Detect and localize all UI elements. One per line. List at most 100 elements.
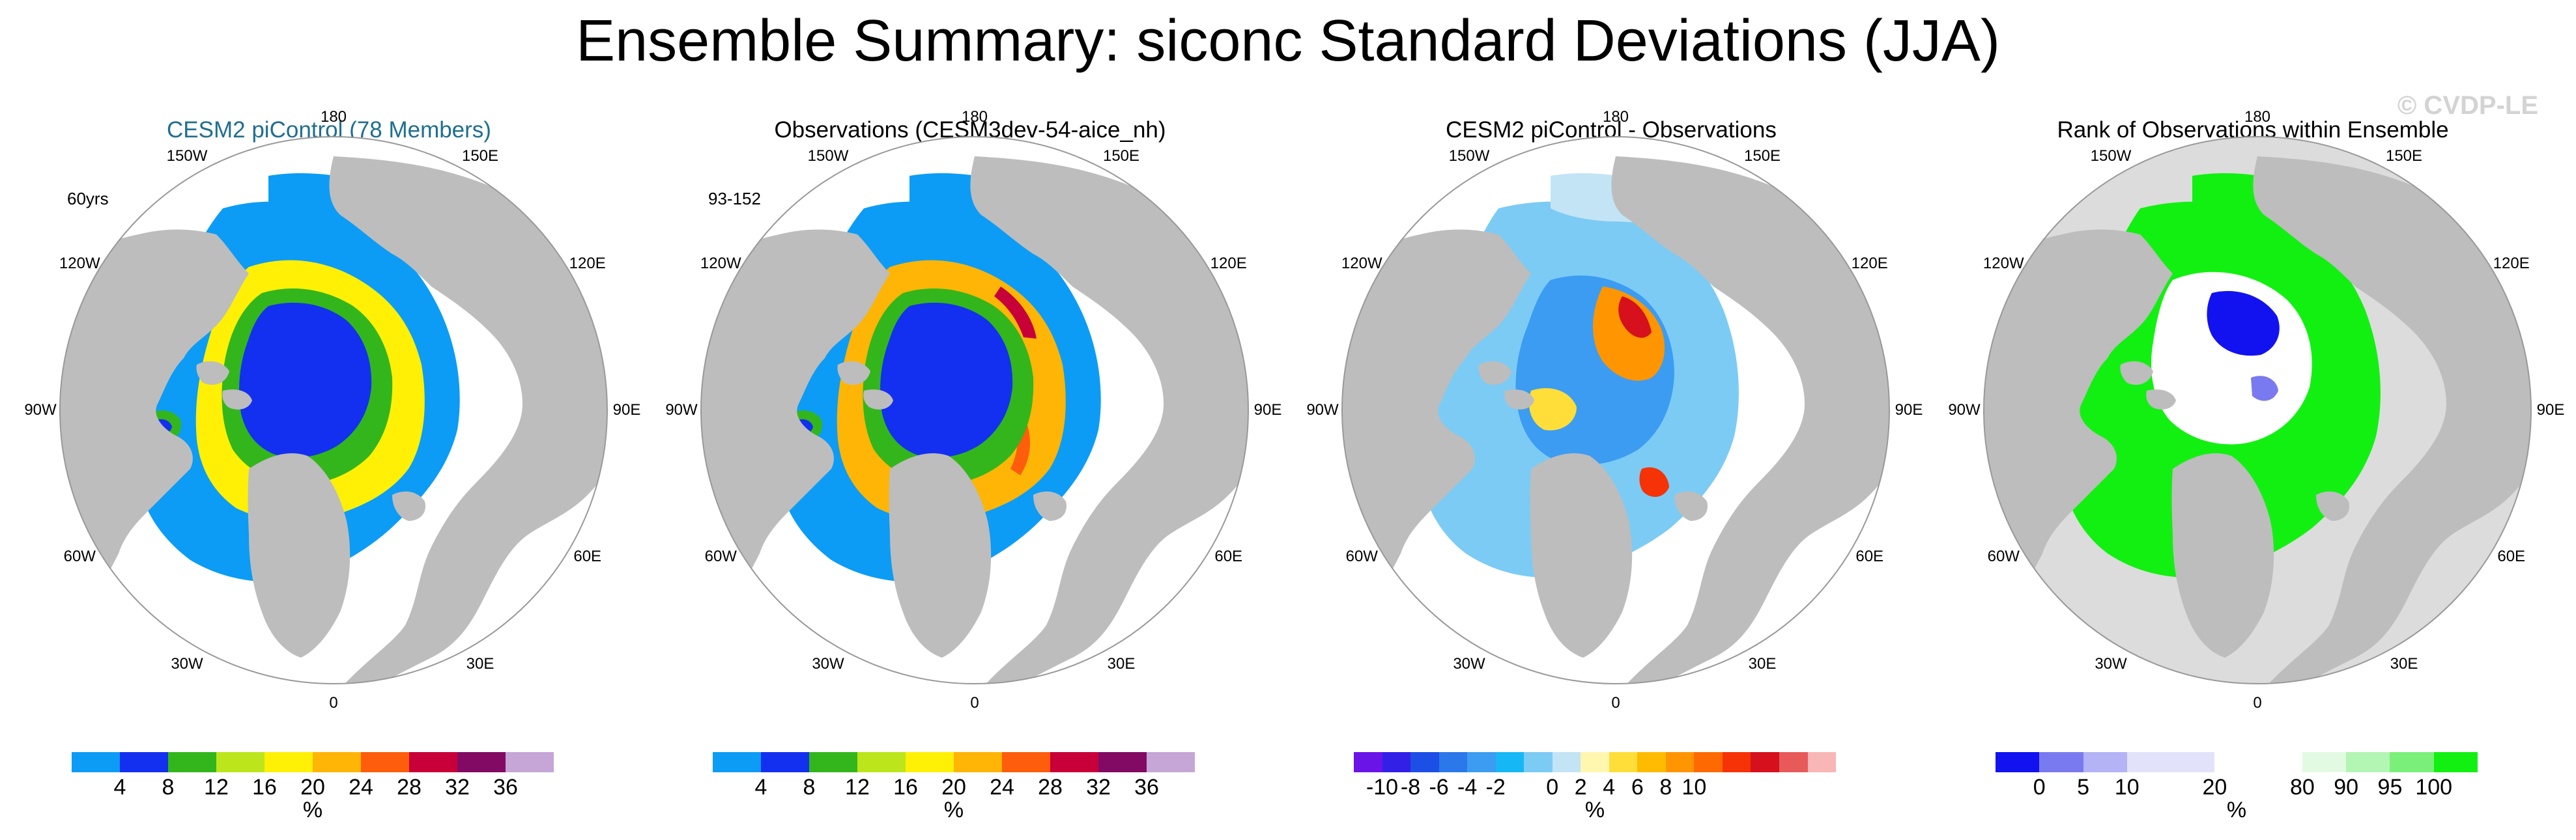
colorbar-swatch	[713, 752, 761, 772]
longitude-label: 90W	[24, 401, 57, 419]
colorbar-tick-label: 16	[893, 775, 918, 800]
colorbar-tick-label: 24	[990, 775, 1014, 800]
colorbar-swatch	[409, 752, 457, 772]
longitude-label: 30W	[171, 654, 203, 673]
longitude-label: 60W	[63, 548, 96, 565]
colorbar-units: %	[943, 798, 964, 822]
colorbar-swatch	[2346, 752, 2390, 772]
colorbar-swatch	[506, 752, 554, 772]
land-mass	[1984, 229, 2173, 625]
colorbar-swatch	[361, 752, 409, 772]
colorbar-swatch	[1694, 752, 1723, 772]
longitude-label: 150E	[1743, 147, 1781, 165]
stable-core	[880, 302, 1013, 458]
land-mass	[863, 389, 893, 410]
colorbar-tick-label: 10	[1682, 775, 1707, 800]
colorbar-tick-label: 20	[2202, 775, 2227, 800]
colorbar-tick-label: 2	[1574, 775, 1587, 800]
colorbar-tick-label: 12	[204, 775, 229, 800]
longitude-label: 150E	[2385, 147, 2423, 165]
longitude-label: 150W	[1448, 147, 1490, 165]
land-mass	[1478, 361, 1511, 385]
colorbar-swatch	[1410, 752, 1439, 772]
map-outline	[59, 136, 608, 684]
longitude-label: 150W	[2090, 147, 2132, 165]
colorbar-swatch	[1495, 752, 1524, 772]
colorbar-swatch	[1581, 752, 1609, 772]
longitude-label: 120E	[1210, 255, 1247, 272]
colorbar-tick-label: 32	[1086, 775, 1111, 800]
longitude-label: 60W	[1987, 548, 2020, 565]
colorbar-swatch	[2083, 752, 2127, 772]
polar-map	[1983, 136, 2532, 684]
watermark: © CVDP-LE	[2397, 91, 2538, 120]
land-mass	[196, 361, 229, 385]
colorbar-tick-label: 20	[941, 775, 966, 800]
polar-map	[1341, 136, 1890, 684]
colorbar-tick-label: 8	[1659, 775, 1672, 800]
longitude-label: 120E	[1851, 255, 1888, 272]
colorbar-swatch	[761, 752, 809, 772]
longitude-label: 180	[320, 108, 347, 126]
longitude-label: 30W	[2095, 654, 2127, 673]
longitude-label: 90E	[2536, 401, 2565, 419]
longitude-label: 60E	[573, 548, 602, 565]
land-mass	[1033, 491, 1066, 521]
longitude-label: 0	[329, 694, 338, 712]
colorbar-swatch	[1467, 752, 1496, 772]
map-panel: CESM2 piControl - Observations 180 150E 120…	[1302, 108, 1923, 840]
colorbar-swatch	[2258, 752, 2302, 772]
longitude-label: 90W	[1306, 401, 1339, 419]
colorbar-swatch	[857, 752, 906, 772]
longitude-label: 30E	[1107, 654, 1136, 673]
colorbar-tick-label: 0	[2033, 775, 2046, 800]
longitude-label: 60E	[1214, 548, 1243, 565]
longitude-label: 60W	[1345, 548, 1378, 565]
land-mass	[60, 229, 249, 625]
longitude-label: 120W	[1341, 255, 1382, 272]
land-mass	[2171, 453, 2274, 658]
longitude-label: 120W	[700, 255, 741, 272]
diff-positive-small	[1528, 388, 1577, 430]
colorbar-tick-label: 4	[754, 775, 767, 800]
colorbar-swatch	[1147, 752, 1195, 772]
rank-low	[2207, 290, 2280, 356]
longitude-label: 30E	[466, 654, 494, 673]
longitude-label: 180	[1602, 108, 1629, 126]
longitude-label: 90W	[1948, 401, 1981, 419]
colorbar-swatch	[954, 752, 1002, 772]
longitude-label: 30W	[812, 654, 844, 673]
colorbar	[1996, 752, 2478, 772]
colorbar-swatch	[1665, 752, 1695, 772]
colorbar-tick-label: 90	[2334, 775, 2359, 800]
colorbar-swatch	[809, 752, 857, 772]
colorbar-tick-label: -10	[1366, 775, 1399, 800]
colorbar-units: %	[2226, 798, 2247, 822]
diff-positive	[1593, 287, 1665, 381]
land-mass	[2316, 491, 2349, 521]
land-mass	[837, 361, 870, 385]
colorbar-swatch	[1354, 752, 1382, 772]
colorbar-swatch	[1552, 752, 1581, 772]
land-mass	[1611, 156, 1889, 684]
colorbar-tick-label: 32	[445, 775, 470, 800]
longitude-label: 180	[961, 108, 988, 126]
colorbar-tick-label: 28	[397, 775, 422, 800]
colorbar-tick-label: 36	[493, 775, 518, 800]
colorbar-units: %	[302, 798, 323, 822]
colorbar-swatch	[1524, 752, 1553, 772]
longitude-label: 180	[2244, 108, 2271, 126]
colorbar-swatch	[1996, 752, 2040, 772]
longitude-label: 90E	[1895, 401, 1923, 419]
longitude-label: 60W	[704, 548, 737, 565]
colorbar-swatch	[120, 752, 168, 772]
colorbar-swatch	[72, 752, 120, 772]
colorbar-tick-label: 28	[1038, 775, 1063, 800]
colorbar-tick-label: 24	[349, 775, 373, 800]
longitude-label: 150W	[807, 147, 849, 165]
rank-low-small	[2251, 376, 2278, 401]
polar-map	[59, 136, 608, 684]
colorbar-tick-label: 80	[2289, 775, 2315, 800]
colorbar	[1354, 752, 1837, 772]
colorbar-swatch	[1438, 752, 1468, 772]
